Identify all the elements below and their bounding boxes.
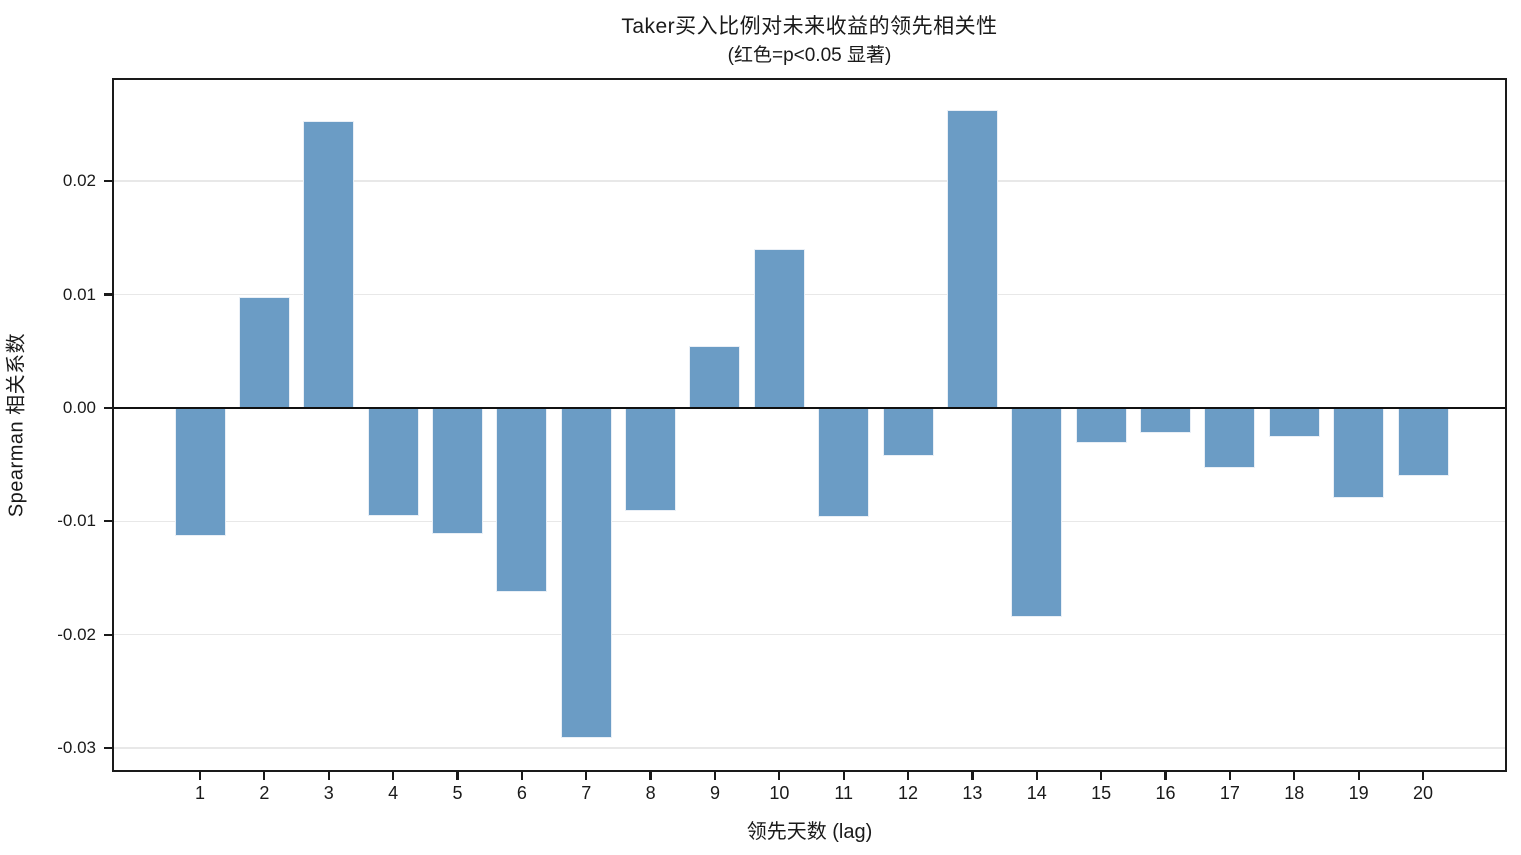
x-tick-label-14: 14 [1026,783,1047,803]
bar-lag-3 [303,121,355,408]
x-tick-label-13: 13 [962,783,983,803]
x-tick-mark [263,772,266,780]
bar-lag-11 [818,407,870,517]
x-tick-label-6: 6 [516,783,527,803]
x-tick-label-4: 4 [388,783,399,803]
bar-lag-19 [1333,407,1385,498]
x-tick-label-11: 11 [834,783,854,803]
x-tick-mark [392,772,395,780]
y-tick-label: 0.00 [62,397,96,417]
x-tick-mark [327,772,330,780]
bar-lag-8 [625,407,677,512]
x-tick-label-7: 7 [581,783,592,803]
bar-lag-12 [882,407,934,456]
y-tick-mark [104,633,112,636]
gridline-y-0.02 [112,180,1507,182]
plot-area [112,78,1507,772]
y-tick-label: -0.01 [57,511,96,531]
x-tick-mark [1293,772,1296,780]
bar-lag-16 [1140,407,1192,433]
x-tick-label-15: 15 [1091,783,1112,803]
bar-lag-10 [753,249,805,408]
x-tick-label-12: 12 [898,783,919,803]
y-tick-mark [104,747,112,750]
x-tick-mark [456,772,459,780]
y-tick-label: 0.01 [62,284,96,304]
x-tick-label-18: 18 [1284,783,1305,803]
chart-title: Taker买入比例对未来收益的领先相关性 [621,15,998,38]
y-tick-label: 0.02 [62,171,96,191]
zero-line [112,406,1507,410]
bar-lag-2 [238,296,290,408]
x-tick-mark [842,772,845,780]
x-tick-label-20: 20 [1413,783,1434,803]
y-tick-mark [104,180,112,183]
bar-lag-20 [1397,407,1449,477]
x-tick-label-17: 17 [1219,783,1240,803]
x-tick-label-16: 16 [1155,783,1176,803]
x-tick-mark [713,772,717,780]
x-tick-mark [1100,772,1103,780]
x-tick-mark [906,772,910,780]
gridline-y--0.03 [112,747,1507,749]
x-tick-label-2: 2 [259,783,270,803]
x-tick-mark [971,772,974,780]
gridline-y--0.02 [112,634,1507,636]
x-tick-mark [520,772,523,780]
gridline-y-0.01 [112,293,1507,296]
x-tick-mark [778,772,781,780]
x-tick-mark [585,772,588,780]
x-tick-label-19: 19 [1348,783,1369,803]
y-tick-mark [104,293,112,296]
bar-lag-18 [1268,407,1320,438]
y-tick-label: -0.02 [57,624,96,644]
bar-lag-4 [367,407,419,516]
x-tick-label-1: 1 [194,783,205,803]
bar-lag-14 [1011,407,1063,617]
x-tick-label-8: 8 [645,783,656,803]
x-tick-mark [1357,772,1360,780]
x-axis-label: 领先天数 (lag) [746,821,873,843]
chart-subtitle: (红色=p<0.05 显著) [727,45,892,66]
bar-lag-15 [1075,407,1127,444]
x-tick-mark [1228,772,1231,780]
gridline-y--0.01 [112,520,1507,523]
y-tick-mark [104,406,112,410]
x-tick-mark [198,772,202,780]
x-tick-label-9: 9 [709,783,720,803]
y-tick-label: -0.03 [57,738,96,758]
y-axis-label: Spearman 相关系数 [5,332,28,518]
bar-lag-1 [174,407,226,537]
bar-lag-13 [946,109,998,408]
bar-lag-6 [496,407,548,592]
bar-lag-9 [689,345,741,408]
x-tick-label-3: 3 [323,783,334,803]
x-tick-mark [1421,772,1425,780]
bar-lag-5 [431,407,483,534]
x-tick-mark [1164,772,1167,780]
y-tick-mark [104,520,112,523]
bar-lag-17 [1204,407,1256,469]
x-tick-mark [649,772,652,780]
bar-lag-7 [560,407,612,738]
x-tick-mark [1035,772,1038,780]
x-tick-label-10: 10 [769,783,790,803]
x-tick-label-5: 5 [452,783,463,803]
